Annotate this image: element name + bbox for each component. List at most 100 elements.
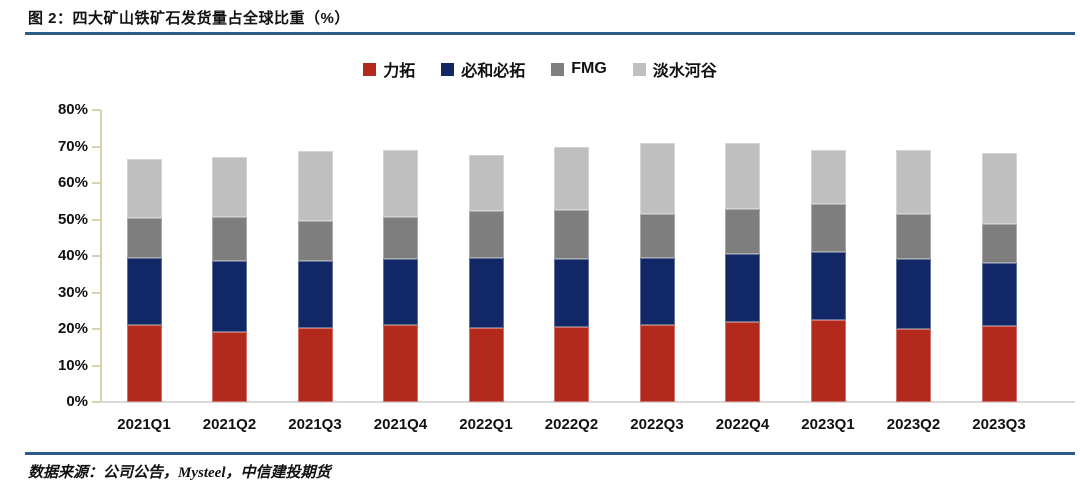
bar-segment-力拓 xyxy=(810,319,846,402)
bar-segment-力拓 xyxy=(297,327,333,402)
y-tick-mark xyxy=(92,218,101,221)
bar-segment-必和必拓 xyxy=(383,258,418,326)
x-tick-label: 2021Q1 xyxy=(117,416,171,433)
y-tick-mark xyxy=(92,182,101,184)
bar-segment-力拓 xyxy=(468,327,504,402)
x-tick-label: 2022Q4 xyxy=(715,416,770,433)
bar-segment-力拓 xyxy=(981,326,1017,402)
bar-segment-淡水河谷 xyxy=(383,150,418,217)
legend-item: 力拓 xyxy=(363,57,415,81)
y-tick-label: 30% xyxy=(57,283,88,301)
bar-segment-FMG xyxy=(468,210,504,258)
x-tick-label: 2023Q1 xyxy=(801,416,855,433)
y-tick-label: 80% xyxy=(57,101,88,118)
x-tick-label: 2023Q3 xyxy=(972,416,1026,433)
bar-segment-FMG xyxy=(639,213,675,258)
bar-segment-淡水河谷 xyxy=(725,142,760,209)
y-axis-line xyxy=(100,110,102,403)
legend-swatch-icon xyxy=(632,62,646,76)
bar-segment-FMG xyxy=(383,216,418,259)
y-tick-mark xyxy=(92,401,101,403)
bar-segment-FMG xyxy=(981,223,1017,263)
bar-segment-力拓 xyxy=(725,322,760,402)
title-divider-line xyxy=(25,32,1075,35)
stacked-bar-2023Q3 xyxy=(981,153,1017,402)
legend-label: FMG xyxy=(571,60,607,77)
bar-segment-淡水河谷 xyxy=(896,150,931,214)
stacked-bar-2023Q2 xyxy=(896,150,931,402)
legend-swatch-icon xyxy=(551,62,565,76)
legend-label: 淡水河谷 xyxy=(652,63,717,80)
legend-swatch-icon xyxy=(441,62,455,76)
bar-segment-淡水河谷 xyxy=(981,153,1017,224)
x-tick-label: 2021Q3 xyxy=(288,416,342,433)
footer-divider-line xyxy=(25,452,1075,455)
bar-segment-淡水河谷 xyxy=(639,142,675,214)
bar-segment-FMG xyxy=(554,210,589,259)
y-tick-label: 70% xyxy=(57,137,88,155)
bar-segment-力拓 xyxy=(554,326,589,402)
y-tick-mark xyxy=(92,291,101,294)
stacked-bar-2022Q1 xyxy=(468,155,504,402)
bar-segment-FMG xyxy=(212,216,247,262)
y-tick-mark xyxy=(92,109,101,111)
bar-segment-必和必拓 xyxy=(212,261,247,332)
stacked-bar-2021Q4 xyxy=(383,150,418,402)
bar-segment-力拓 xyxy=(639,325,675,402)
bar-segment-必和必拓 xyxy=(126,257,162,326)
y-tick-mark xyxy=(92,328,101,330)
stacked-bar-2021Q1 xyxy=(126,158,162,402)
stacked-bar-2023Q1 xyxy=(810,150,846,402)
bar-segment-必和必拓 xyxy=(981,262,1017,327)
stacked-bar-2022Q3 xyxy=(639,142,675,402)
y-tick-label: 10% xyxy=(57,356,88,374)
x-axis-baseline xyxy=(100,401,1075,403)
bar-segment-必和必拓 xyxy=(554,258,589,327)
bar-segment-必和必拓 xyxy=(639,257,675,325)
bar-segment-力拓 xyxy=(126,325,162,402)
x-tick-label: 2021Q2 xyxy=(202,416,257,433)
chart-legend: 力拓 必和必拓 FMG 淡水河谷 xyxy=(0,57,1080,81)
x-tick-label: 2022Q2 xyxy=(544,416,599,433)
bar-segment-FMG xyxy=(810,204,846,252)
bar-segment-力拓 xyxy=(383,325,418,402)
legend-item: 淡水河谷 xyxy=(632,57,717,81)
data-source-note: 数据来源：公司公告，Mysteel，中信建投期货 xyxy=(28,465,331,481)
bar-segment-淡水河谷 xyxy=(810,150,846,205)
bar-segment-淡水河谷 xyxy=(554,147,589,211)
bar-segment-力拓 xyxy=(212,331,247,402)
y-tick-label: 20% xyxy=(57,320,88,337)
bar-segment-必和必拓 xyxy=(468,257,504,328)
stacked-bar-2021Q2 xyxy=(212,156,247,402)
bar-segment-FMG xyxy=(725,208,760,255)
y-tick-label: 40% xyxy=(57,247,88,264)
bar-segment-FMG xyxy=(297,220,333,261)
bar-segment-FMG xyxy=(896,213,931,259)
x-tick-label: 2021Q4 xyxy=(373,416,428,433)
bar-segment-FMG xyxy=(126,217,162,258)
y-tick-mark xyxy=(92,364,101,367)
bar-segment-淡水河谷 xyxy=(297,150,333,221)
bar-segment-必和必拓 xyxy=(725,254,760,323)
bar-segment-必和必拓 xyxy=(810,252,846,320)
stacked-bar-2022Q4 xyxy=(725,142,760,402)
x-tick-label: 2022Q1 xyxy=(459,416,513,433)
y-tick-label: 0% xyxy=(66,393,88,410)
legend-label: 必和必拓 xyxy=(461,63,526,80)
legend-item: FMG xyxy=(551,60,607,78)
legend-item: 必和必拓 xyxy=(441,57,525,81)
y-tick-label: 50% xyxy=(57,210,88,228)
bar-segment-必和必拓 xyxy=(297,260,333,328)
figure-title: 图 2：四大矿山铁矿石发货量占全球比重（%） xyxy=(28,10,350,27)
x-tick-label: 2023Q2 xyxy=(886,416,941,433)
stacked-bar-2021Q3 xyxy=(297,150,333,402)
y-tick-mark xyxy=(92,255,101,257)
x-tick-label: 2022Q3 xyxy=(630,416,684,433)
legend-label: 力拓 xyxy=(383,63,416,80)
bar-segment-淡水河谷 xyxy=(468,155,504,211)
stacked-bar-2022Q2 xyxy=(554,147,589,402)
bar-segment-力拓 xyxy=(896,328,931,402)
bar-segment-淡水河谷 xyxy=(212,156,247,217)
plot-area xyxy=(102,110,1075,402)
